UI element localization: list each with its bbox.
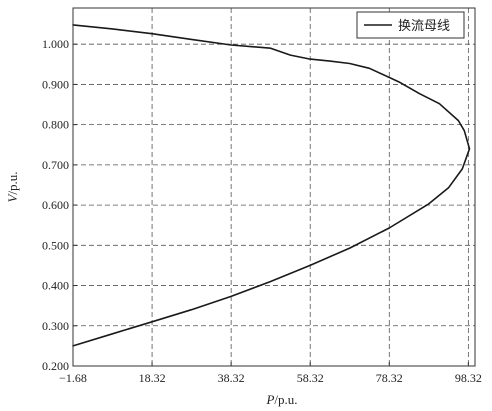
- series-layer: [72, 24, 471, 347]
- x-tick-label: 18.32: [139, 371, 166, 385]
- y-tick-label: 0.700: [42, 158, 69, 172]
- x-tick-label: 38.32: [218, 371, 245, 385]
- x-tick-label: 58.32: [297, 371, 324, 385]
- tick-labels: −1.68 18.32 38.32 58.32 78.32 98.32 0.200 0.300…: [42, 37, 482, 385]
- y-tick-label: 0.600: [42, 198, 69, 212]
- x-axis-unit: /p.u.: [274, 392, 297, 407]
- x-tick-label: −1.68: [59, 371, 87, 385]
- legend: 换流母线: [356, 11, 465, 39]
- y-tick-label: 1.000: [42, 37, 69, 51]
- y-axis-label: V/p.u.: [5, 171, 20, 202]
- y-tick-label: 0.900: [42, 77, 69, 91]
- x-axis-label: P/p.u.: [265, 392, 297, 407]
- y-axis-var: V: [5, 193, 20, 203]
- grid-lines: [73, 8, 475, 366]
- y-axis-unit: /p.u.: [5, 171, 20, 194]
- legend-label-series: 换流母线: [398, 19, 450, 34]
- y-tick-label: 0.300: [42, 319, 69, 333]
- x-tick-label: 98.32: [455, 371, 482, 385]
- axis-frame: [72, 7, 476, 367]
- plot-frame: [72, 7, 476, 367]
- series-line: [72, 24, 471, 347]
- y-tick-label: 0.200: [42, 359, 69, 373]
- x-tick-label: 78.32: [376, 371, 403, 385]
- x-axis-var: P: [265, 392, 274, 407]
- y-tick-label: 0.500: [42, 238, 69, 252]
- y-tick-label: 0.800: [42, 118, 69, 132]
- y-tick-label: 0.400: [42, 279, 69, 293]
